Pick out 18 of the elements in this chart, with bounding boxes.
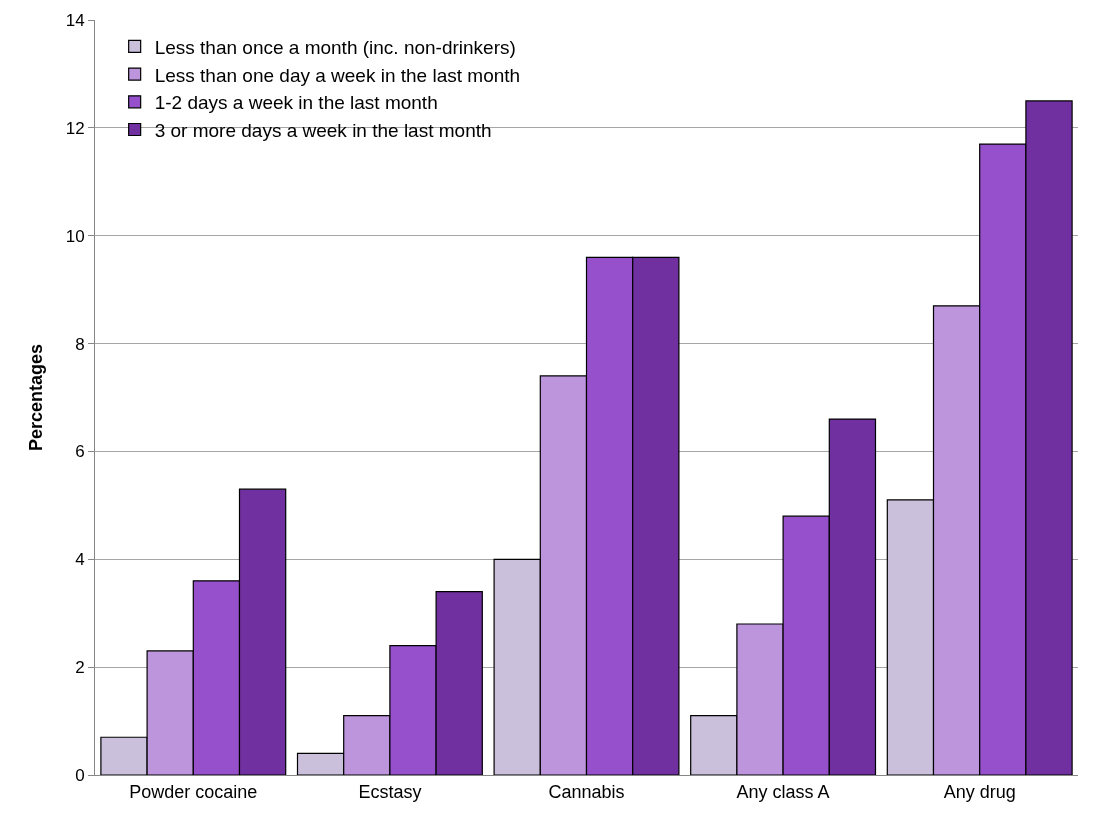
y-tick-label: 4 xyxy=(75,550,85,570)
y-tick-label: 14 xyxy=(65,10,85,30)
y-tick-label: 6 xyxy=(75,442,85,462)
legend-label: Less than once a month (inc. non-drinkers) xyxy=(154,36,516,58)
y-axis-title: Percentages xyxy=(25,343,46,452)
x-tick-label: Cannabis xyxy=(548,781,625,802)
y-tick-label: 10 xyxy=(65,226,85,246)
legend-label: Less than one day a week in the last month xyxy=(154,64,521,86)
x-tick-label: Powder cocaine xyxy=(129,781,258,802)
y-tick-label: 2 xyxy=(75,658,85,678)
y-tick-label: 0 xyxy=(75,765,85,785)
y-tick-label: 8 xyxy=(75,334,85,354)
legend-label: 1-2 days a week in the last month xyxy=(154,92,438,114)
legend-label: 3 or more days a week in the last month xyxy=(154,119,492,141)
x-tick-label: Ecstasy xyxy=(358,781,422,802)
y-tick-label: 12 xyxy=(65,118,85,138)
x-tick-label: Any class A xyxy=(736,781,830,802)
x-tick-label: Any drug xyxy=(943,781,1016,802)
